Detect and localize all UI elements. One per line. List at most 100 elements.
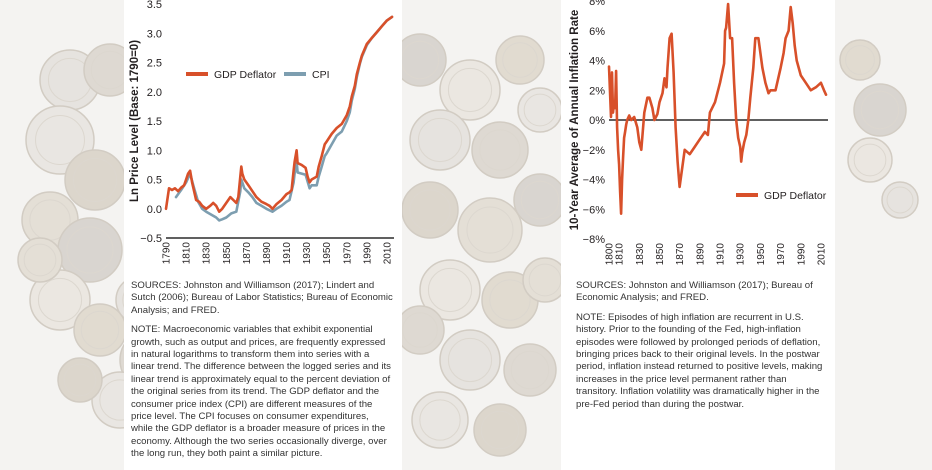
x-tick-label: 1870 <box>675 243 686 266</box>
coin-shape <box>409 109 471 171</box>
coin-rim <box>37 277 83 323</box>
x-tick-label: 1830 <box>635 243 646 266</box>
coin-rim <box>510 350 550 390</box>
right-sources-text: SOURCES: Johnston and Williamson (2017);… <box>576 280 813 304</box>
y-tick-label: 2% <box>589 85 605 97</box>
coin-shape <box>853 83 907 137</box>
coin-rim <box>402 312 438 348</box>
x-tick-label: 1850 <box>655 243 666 266</box>
y-tick-label: −8% <box>583 234 606 246</box>
left-chart-panel: 3.5 3.0 2.5 2.0 1.5 1.0 0.5 0.0 −0.5 1790 1810 1830… <box>124 0 402 470</box>
coin-rim <box>409 189 451 231</box>
y-tick-label: 2.0 <box>147 87 162 99</box>
legend-label: GDP Deflator <box>764 190 827 202</box>
coin-rim <box>419 399 461 441</box>
x-tick-label: 1810 <box>615 243 626 266</box>
coin-rim <box>502 42 538 78</box>
x-tick-label: 1810 <box>182 242 193 265</box>
left-chart-notes: SOURCES: Johnston and Williamson (2017);… <box>131 280 393 468</box>
coin-shape <box>64 149 126 211</box>
coin-rim <box>63 363 97 397</box>
x-tick-label: 1990 <box>796 243 807 266</box>
x-tick-label: 1800 <box>605 243 616 266</box>
right-chart-notes: SOURCES: Johnston and Williamson (2017);… <box>576 280 828 418</box>
x-tick-label: 1950 <box>322 242 333 265</box>
y-tick-label: −2% <box>583 145 606 157</box>
coin-rim <box>523 93 557 127</box>
coin-rim <box>72 157 118 203</box>
y-tick-label: 0.5 <box>147 175 162 187</box>
coin-shape <box>401 181 459 239</box>
coin-shape <box>457 197 523 263</box>
y-tick-label: 3.5 <box>147 0 162 11</box>
coin-rim <box>417 117 463 163</box>
legend-label: CPI <box>312 69 330 81</box>
x-tick-label: 1910 <box>282 242 293 265</box>
y-tick-label: 2.5 <box>147 58 162 70</box>
coin-shape <box>503 343 557 397</box>
legend-label: GDP Deflator <box>214 69 277 81</box>
coin-rim <box>853 143 887 177</box>
x-tick-label: 1790 <box>162 242 173 265</box>
series-line-gdp-deflator <box>607 2 828 215</box>
series-line-cpi <box>174 15 394 222</box>
x-tick-label: 1970 <box>776 243 787 266</box>
inflation-rate-chart: 8% 6% 4% 2% 0% −2% −4% −6% −8%1800 1810 1830 1850 18… <box>569 0 828 266</box>
x-tick-label: 1870 <box>242 242 253 265</box>
x-tick-label: 1830 <box>202 242 213 265</box>
x-tick-label: 1930 <box>302 242 313 265</box>
left-note-text: NOTE: Macroeconomic variables that exhib… <box>131 324 391 460</box>
y-tick-label: 3.0 <box>147 28 162 40</box>
x-tick-label: 1990 <box>362 242 373 265</box>
coin-shape <box>513 173 567 227</box>
coin-rim <box>489 279 531 321</box>
coin-rim <box>845 45 875 75</box>
y-tick-label: 8% <box>589 0 605 8</box>
coin-rim <box>427 267 473 313</box>
x-tick-label: 1970 <box>342 242 353 265</box>
coin-rim <box>447 67 493 113</box>
coin-shape <box>411 391 469 449</box>
right-chart-panel: 8% 6% 4% 2% 0% −2% −4% −6% −8% 1800 1810 1830 1850 18… <box>561 0 835 470</box>
coin-rim <box>528 263 562 297</box>
y-axis-label: 10-Year Average of Annual Inflation Rate <box>569 10 581 230</box>
y-tick-label: 0% <box>589 115 605 127</box>
coin-rim <box>520 180 560 220</box>
x-tick-label: 1910 <box>716 243 727 266</box>
y-tick-label: 0.0 <box>147 204 162 216</box>
y-tick-label: −6% <box>583 204 606 216</box>
x-tick-label: 1930 <box>736 243 747 266</box>
y-tick-label: 1.5 <box>147 116 162 128</box>
x-tick-label: 1850 <box>222 242 233 265</box>
coin-rim <box>480 410 520 450</box>
y-tick-label: 1.0 <box>147 145 162 157</box>
coin-rim <box>80 310 120 350</box>
coin-rim <box>66 226 114 274</box>
y-tick-label: −0.5 <box>140 233 162 245</box>
x-tick-label: 1890 <box>262 242 273 265</box>
x-tick-label: 1890 <box>695 243 706 266</box>
x-tick-label: 2010 <box>816 243 827 266</box>
series-line-gdp-deflator <box>164 15 394 213</box>
coin-rim <box>23 243 57 277</box>
y-axis-label: Ln Price Level (Base: 1790=0) <box>129 40 141 202</box>
y-tick-label: 6% <box>589 26 605 38</box>
coin-shape <box>473 403 527 457</box>
right-note-text: NOTE: Episodes of high inflation are rec… <box>576 311 823 410</box>
y-tick-label: 4% <box>589 56 605 68</box>
left-sources-text: SOURCES: Johnston and Williamson (2017);… <box>131 280 393 316</box>
coin-shape <box>439 329 501 391</box>
coin-shape <box>73 303 127 357</box>
y-tick-label: −4% <box>583 175 606 187</box>
x-tick-label: 1950 <box>756 243 767 266</box>
coin-rim <box>466 206 514 254</box>
coin-rim <box>886 186 914 214</box>
coin-rim <box>860 90 900 130</box>
coin-rim <box>479 129 521 171</box>
coin-shape <box>471 121 529 179</box>
coin-rim <box>35 115 85 165</box>
x-tick-label: 2010 <box>382 242 393 265</box>
coin-rim <box>447 337 493 383</box>
